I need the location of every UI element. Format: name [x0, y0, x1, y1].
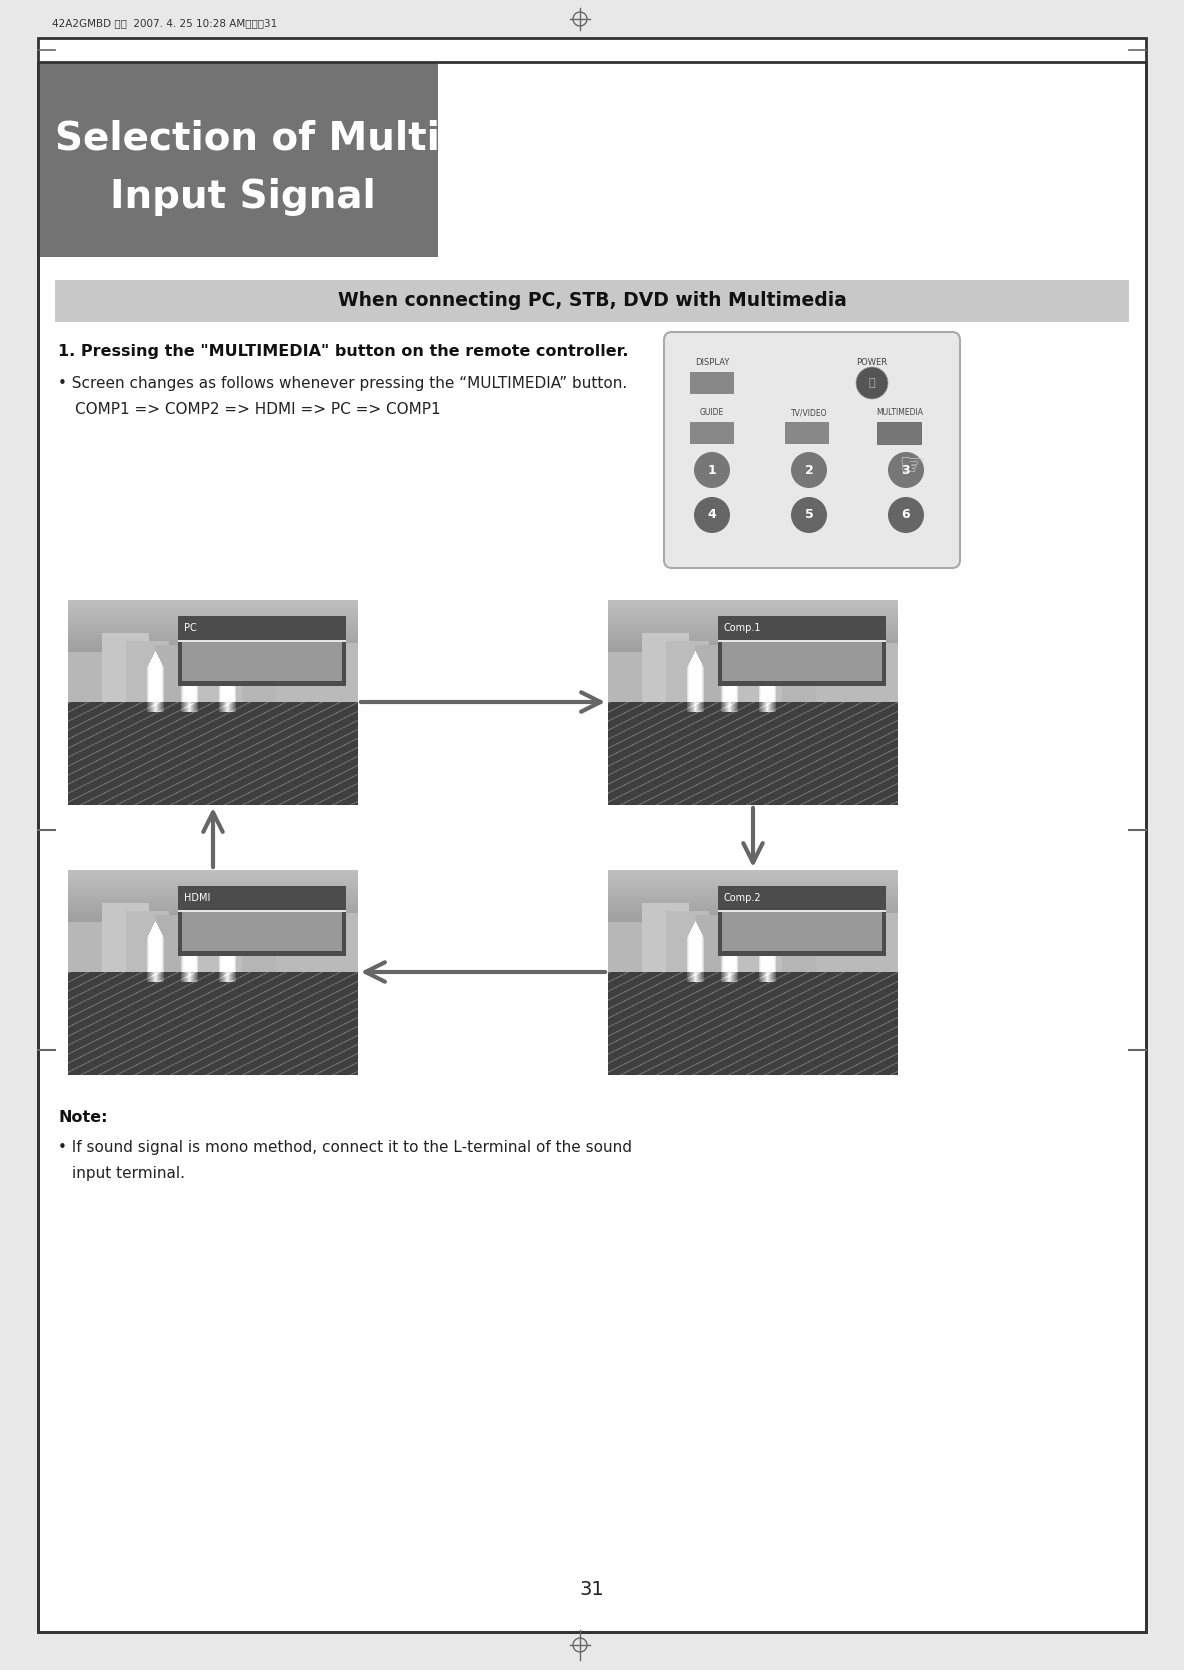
Text: COMP1 => COMP2 => HDMI => PC => COMP1: COMP1 => COMP2 => HDMI => PC => COMP1: [75, 402, 440, 418]
Bar: [38, 62, 438, 257]
Text: Note:: Note:: [58, 1111, 108, 1126]
Circle shape: [694, 498, 731, 533]
Text: 5: 5: [805, 508, 813, 521]
Text: Selection of Multimedia: Selection of Multimedia: [54, 120, 574, 159]
Text: 3: 3: [902, 464, 910, 476]
Text: 1: 1: [708, 464, 716, 476]
Circle shape: [856, 367, 888, 399]
Text: MULTIMEDIA: MULTIMEDIA: [876, 407, 924, 418]
Text: 42A2GMBD 영어  2007. 4. 25 10:28 AM페이지31: 42A2GMBD 영어 2007. 4. 25 10:28 AM페이지31: [52, 18, 277, 28]
Text: ⏻: ⏻: [869, 377, 875, 387]
FancyBboxPatch shape: [664, 332, 960, 568]
Circle shape: [694, 453, 731, 488]
Text: PC: PC: [184, 623, 197, 633]
Circle shape: [791, 453, 826, 488]
Text: 31: 31: [580, 1580, 604, 1598]
Text: POWER: POWER: [856, 357, 888, 367]
Text: • If sound signal is mono method, connect it to the L-terminal of the sound: • If sound signal is mono method, connec…: [58, 1141, 632, 1156]
Bar: [54, 281, 1130, 322]
Bar: [785, 423, 829, 444]
Text: • Screen changes as follows whenever pressing the “MULTIMEDIA” button.: • Screen changes as follows whenever pre…: [58, 376, 628, 391]
Circle shape: [888, 498, 924, 533]
Text: GUIDE: GUIDE: [700, 407, 725, 418]
Text: 6: 6: [902, 508, 910, 521]
Text: HDMI: HDMI: [184, 892, 211, 902]
Text: TV/VIDEO: TV/VIDEO: [791, 407, 828, 418]
Text: 4: 4: [708, 508, 716, 521]
Text: ☞: ☞: [899, 453, 926, 481]
Text: Comp.2: Comp.2: [723, 892, 761, 902]
Text: input terminal.: input terminal.: [72, 1166, 185, 1181]
Bar: [877, 423, 921, 444]
Bar: [690, 423, 734, 444]
Text: 2: 2: [805, 464, 813, 476]
Text: DISPLAY: DISPLAY: [695, 357, 729, 367]
Circle shape: [791, 498, 826, 533]
Text: Input Signal: Input Signal: [110, 179, 375, 215]
Text: 1. Pressing the "MULTIMEDIA" button on the remote controller.: 1. Pressing the "MULTIMEDIA" button on t…: [58, 344, 629, 359]
Text: When connecting PC, STB, DVD with Multimedia: When connecting PC, STB, DVD with Multim…: [337, 292, 847, 311]
Circle shape: [888, 453, 924, 488]
Bar: [690, 372, 734, 394]
Text: Comp.1: Comp.1: [723, 623, 761, 633]
